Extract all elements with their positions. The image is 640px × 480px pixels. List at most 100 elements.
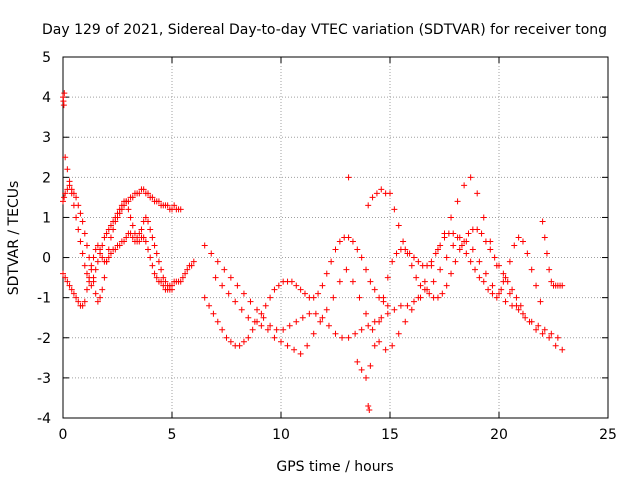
data-point xyxy=(524,250,531,257)
data-point xyxy=(358,366,365,373)
data-point xyxy=(537,298,544,305)
data-point xyxy=(366,406,373,413)
data-point xyxy=(376,338,383,345)
data-point xyxy=(533,326,540,333)
data-point xyxy=(245,314,252,321)
data-point xyxy=(458,242,465,249)
grid xyxy=(63,57,608,418)
chart-title: Day 129 of 2021, Sidereal Day-to-day VTE… xyxy=(42,22,607,38)
y-tick-label: 1 xyxy=(42,210,51,226)
data-point xyxy=(437,242,444,249)
data-point xyxy=(275,282,282,289)
data-point xyxy=(245,334,252,341)
data-point xyxy=(382,346,389,353)
data-point xyxy=(552,342,559,349)
data-point xyxy=(88,262,95,269)
data-point xyxy=(482,238,489,245)
data-point xyxy=(384,274,391,281)
data-point xyxy=(140,186,147,193)
data-point xyxy=(123,198,130,205)
data-point xyxy=(461,182,468,189)
data-marks xyxy=(60,90,566,413)
data-point xyxy=(105,226,112,233)
data-point xyxy=(389,258,396,265)
data-point xyxy=(500,270,507,277)
data-point xyxy=(77,210,84,217)
data-point xyxy=(354,246,361,253)
series-group xyxy=(60,230,197,309)
data-point xyxy=(517,302,524,309)
data-point xyxy=(450,230,457,237)
data-point xyxy=(465,230,472,237)
data-point xyxy=(358,326,365,333)
data-point xyxy=(149,262,156,269)
data-point xyxy=(62,190,69,197)
data-point xyxy=(515,234,522,241)
data-point xyxy=(75,298,82,305)
data-point xyxy=(236,342,243,349)
data-point xyxy=(485,286,492,293)
data-point xyxy=(127,214,134,221)
y-tick-label: -4 xyxy=(37,411,51,427)
data-point xyxy=(182,270,189,277)
data-point xyxy=(402,318,409,325)
data-point xyxy=(526,318,533,325)
data-point xyxy=(121,238,128,245)
series-group xyxy=(212,174,566,357)
data-point xyxy=(541,234,548,241)
data-point xyxy=(519,238,526,245)
series-group xyxy=(201,234,391,349)
data-point xyxy=(548,330,555,337)
y-tick-label: 5 xyxy=(42,50,51,66)
data-point xyxy=(68,190,75,197)
data-point xyxy=(345,234,352,241)
data-point xyxy=(432,250,439,257)
data-point xyxy=(73,214,80,221)
data-point xyxy=(421,286,428,293)
data-point xyxy=(426,290,433,297)
series-group xyxy=(365,186,524,309)
data-point xyxy=(454,234,461,241)
data-point xyxy=(147,226,154,233)
data-point xyxy=(312,310,319,317)
data-point xyxy=(225,290,232,297)
data-point xyxy=(543,250,550,257)
data-point xyxy=(83,270,90,277)
data-point xyxy=(278,338,284,345)
data-point xyxy=(97,294,104,301)
data-point xyxy=(179,274,186,281)
data-point xyxy=(83,242,90,249)
x-tick-label: 15 xyxy=(381,427,399,443)
data-point xyxy=(504,278,511,285)
data-point xyxy=(404,302,411,309)
data-point xyxy=(476,274,483,281)
data-point xyxy=(408,306,415,313)
data-point xyxy=(107,250,114,257)
data-point xyxy=(554,334,561,341)
data-point xyxy=(184,266,191,273)
data-point xyxy=(410,298,417,305)
data-point xyxy=(511,242,518,249)
data-point xyxy=(437,266,444,273)
data-point xyxy=(107,234,114,241)
data-point xyxy=(397,302,404,309)
data-point xyxy=(153,274,160,281)
data-point xyxy=(70,290,77,297)
data-point xyxy=(68,286,75,293)
data-point xyxy=(227,338,234,345)
data-point xyxy=(358,254,365,261)
data-point xyxy=(522,314,529,321)
data-point xyxy=(387,190,393,197)
data-point xyxy=(254,306,261,313)
data-point xyxy=(264,326,271,333)
x-tick-label: 25 xyxy=(599,427,617,443)
data-point xyxy=(177,278,184,285)
data-point xyxy=(284,342,291,349)
data-point xyxy=(81,298,88,305)
data-point xyxy=(249,326,256,333)
data-point xyxy=(75,226,82,233)
series-group xyxy=(62,154,175,293)
data-point xyxy=(461,238,468,245)
data-point xyxy=(238,306,245,313)
data-point xyxy=(140,234,147,241)
